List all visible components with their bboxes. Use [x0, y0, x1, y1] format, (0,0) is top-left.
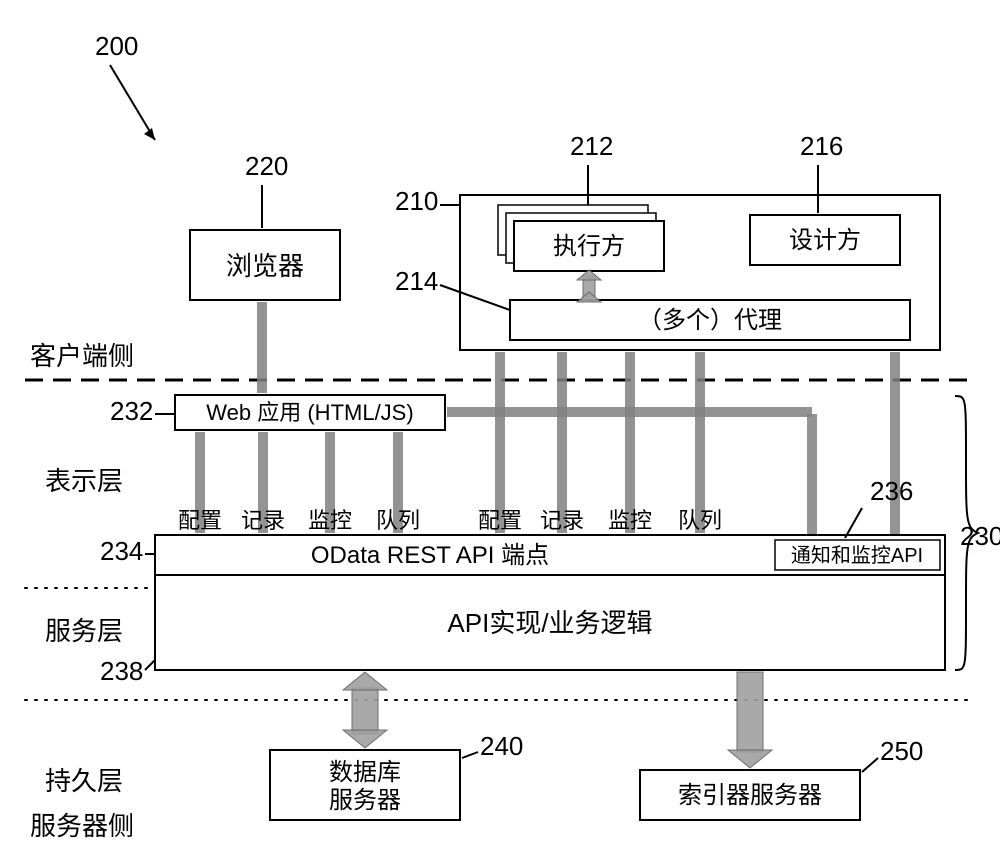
ep-right-1: 记录: [540, 508, 584, 533]
agents-label: （多个）代理: [638, 307, 782, 334]
ref-220: 220: [245, 151, 288, 181]
ref-238: 238: [100, 656, 143, 686]
ref-240: 240: [480, 731, 523, 761]
browser-label: 浏览器: [226, 251, 304, 281]
ep-left-0: 配置: [178, 508, 222, 533]
ep-left-1: 记录: [241, 508, 285, 533]
ref-236: 236: [870, 476, 913, 506]
odata-label: OData REST API 端点: [311, 542, 549, 569]
ref-214: 214: [395, 266, 438, 296]
ref-250: 250: [880, 736, 923, 766]
ref-232: 232: [110, 396, 153, 426]
ep-left-3: 队列: [376, 508, 420, 533]
db-server-label-1: 数据库: [329, 759, 401, 786]
layer-client: 客户端侧: [30, 341, 134, 371]
ref-234: 234: [100, 536, 143, 566]
indexer-label: 索引器服务器: [678, 782, 822, 809]
layer-present: 表示层: [45, 466, 123, 496]
ref-216: 216: [800, 131, 843, 161]
ref-210: 210: [395, 186, 438, 216]
db-server-label-2: 服务器: [329, 787, 401, 814]
executor-label: 执行方: [553, 233, 625, 260]
ep-right-0: 配置: [478, 508, 522, 533]
designer-label: 设计方: [789, 227, 861, 254]
webapp-label: Web 应用 (HTML/JS): [206, 400, 413, 425]
ref-212: 212: [570, 131, 613, 161]
layer-persist: 持久层: [45, 766, 123, 796]
api-impl-label: API实现/业务逻辑: [447, 608, 652, 638]
ep-right-3: 队列: [678, 508, 722, 533]
ref-200: 200: [95, 31, 138, 61]
layer-server: 服务器侧: [30, 811, 134, 841]
ep-left-2: 监控: [308, 508, 352, 533]
layer-service: 服务层: [45, 616, 123, 646]
notify-api-label: 通知和监控API: [791, 544, 923, 567]
ep-right-2: 监控: [608, 508, 652, 533]
ref-230: 230: [960, 521, 1000, 551]
